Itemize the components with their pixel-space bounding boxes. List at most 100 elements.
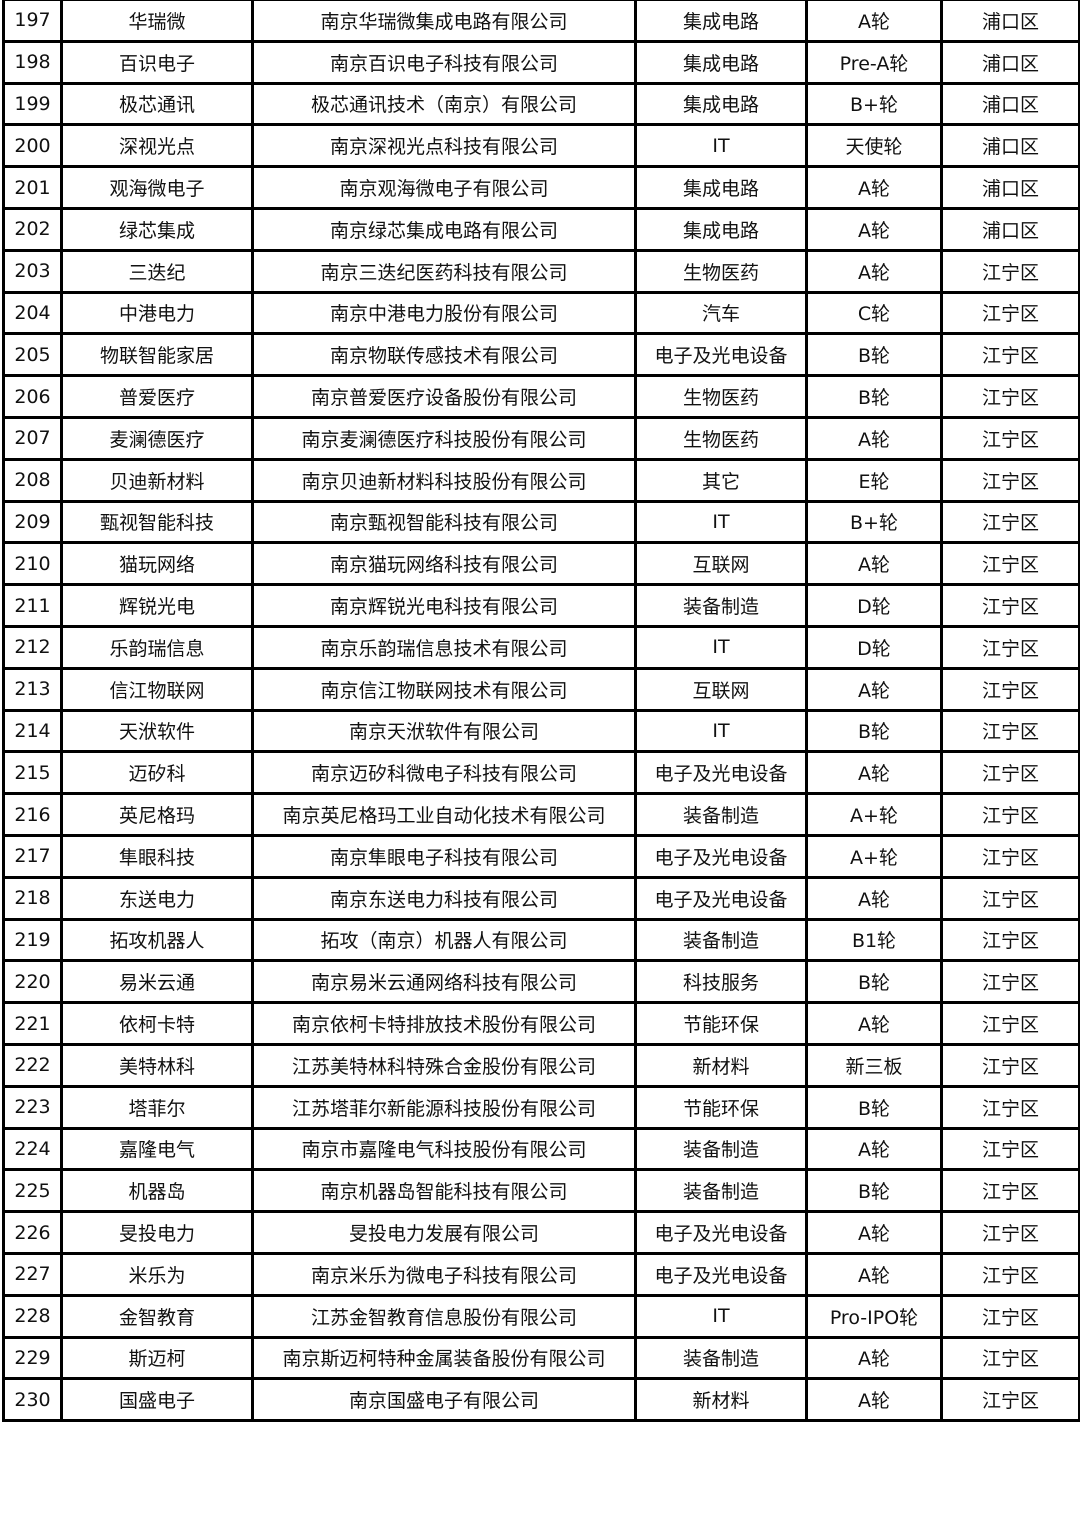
company-full-name-cell: 南京麦澜德医疗科技股份有限公司 [251, 415, 637, 461]
row-number-cell: 216 [2, 792, 63, 837]
company-short-name-cell: 华瑞微 [60, 0, 254, 43]
district-cell: 浦口区 [940, 81, 1080, 127]
company-short-name-cell: 三迭纪 [60, 248, 254, 294]
district-cell: 江宁区 [940, 1126, 1080, 1172]
district-cell: 江宁区 [940, 708, 1080, 754]
company-short-name-cell: 美特林科 [60, 1042, 254, 1088]
funding-round-cell: B轮 [805, 374, 943, 419]
industry-cell: 电子及光电设备 [634, 750, 808, 796]
company-short-name-cell: 物联智能家居 [60, 332, 254, 378]
table-row: 217 隼眼科技 南京隼眼电子科技有限公司 电子及光电设备 A+轮 江宁区 [2, 833, 1080, 879]
district-cell: 浦口区 [940, 206, 1080, 252]
district-cell: 浦口区 [940, 123, 1080, 169]
industry-cell: 电子及光电设备 [634, 875, 808, 921]
funding-round-cell: B轮 [805, 708, 943, 754]
row-number-cell: 215 [2, 750, 63, 796]
company-full-name-cell: 南京普爱医疗设备股份有限公司 [251, 374, 637, 419]
funding-round-cell: D轮 [805, 583, 943, 628]
industry-cell: 集成电路 [634, 206, 808, 252]
company-short-name-cell: 斯迈柯 [60, 1335, 254, 1381]
table-row: 210 猫玩网络 南京猫玩网络科技有限公司 互联网 A轮 江宁区 [2, 541, 1080, 587]
row-number-cell: 207 [2, 415, 63, 461]
company-full-name-cell: 南京英尼格玛工业自动化技术有限公司 [251, 792, 637, 837]
company-full-name-cell: 南京易米云通网络科技有限公司 [251, 959, 637, 1005]
industry-cell: IT [634, 499, 808, 545]
funding-round-cell: B轮 [805, 959, 943, 1005]
industry-cell: 电子及光电设备 [634, 332, 808, 378]
table-row: 204 中港电力 南京中港电力股份有限公司 汽车 C轮 江宁区 [2, 290, 1080, 336]
table-row: 222 美特林科 江苏美特林科特殊合金股份有限公司 新材料 新三板 江宁区 [2, 1042, 1080, 1088]
company-short-name-cell: 信江物联网 [60, 666, 254, 712]
funding-round-cell: B轮 [805, 1084, 943, 1130]
company-full-name-cell: 南京辉锐光电科技有限公司 [251, 583, 637, 628]
district-cell: 江宁区 [940, 666, 1080, 712]
row-number-cell: 227 [2, 1251, 63, 1297]
funding-round-cell: B轮 [805, 1168, 943, 1214]
table-row: 200 深视光点 南京深视光点科技有限公司 IT 天使轮 浦口区 [2, 123, 1080, 169]
company-short-name-cell: 嘉隆电气 [60, 1126, 254, 1172]
funding-round-cell: A轮 [805, 666, 943, 712]
row-number-cell: 210 [2, 541, 63, 587]
company-short-name-cell: 麦澜德医疗 [60, 415, 254, 461]
district-cell: 江宁区 [940, 917, 1080, 963]
row-number-cell: 229 [2, 1335, 63, 1381]
company-short-name-cell: 乐韵瑞信息 [60, 624, 254, 670]
table-row: 197 华瑞微 南京华瑞微集成电路有限公司 集成电路 A轮 浦口区 [2, 0, 1080, 43]
district-cell: 江宁区 [940, 875, 1080, 921]
company-short-name-cell: 中港电力 [60, 290, 254, 336]
company-short-name-cell: 迈矽科 [60, 750, 254, 796]
industry-cell: IT [634, 123, 808, 169]
row-number-cell: 208 [2, 457, 63, 503]
company-short-name-cell: 拓攻机器人 [60, 917, 254, 963]
company-full-name-cell: 南京依柯卡特排放技术股份有限公司 [251, 1001, 637, 1046]
industry-cell: 互联网 [634, 541, 808, 587]
industry-cell: 集成电路 [634, 165, 808, 210]
row-number-cell: 213 [2, 666, 63, 712]
table-row: 209 甄视智能科技 南京甄视智能科技有限公司 IT B+轮 江宁区 [2, 499, 1080, 545]
company-short-name-cell: 辉锐光电 [60, 583, 254, 628]
company-table: 197 华瑞微 南京华瑞微集成电路有限公司 集成电路 A轮 浦口区 198 百识电子 南京百识电… [2, 0, 1080, 1423]
funding-round-cell: A轮 [805, 248, 943, 294]
row-number-cell: 222 [2, 1042, 63, 1088]
industry-cell: 电子及光电设备 [634, 1251, 808, 1297]
table-row: 206 普爱医疗 南京普爱医疗设备股份有限公司 生物医药 B轮 江宁区 [2, 374, 1080, 419]
company-full-name-cell: 旻投电力发展有限公司 [251, 1210, 637, 1255]
industry-cell: 科技服务 [634, 959, 808, 1005]
row-number-cell: 205 [2, 332, 63, 378]
district-cell: 江宁区 [940, 1210, 1080, 1255]
industry-cell: 装备制造 [634, 1168, 808, 1214]
district-cell: 江宁区 [940, 457, 1080, 503]
table-row: 201 观海微电子 南京观海微电子有限公司 集成电路 A轮 浦口区 [2, 165, 1080, 210]
table-row: 205 物联智能家居 南京物联传感技术有限公司 电子及光电设备 B轮 江宁区 [2, 332, 1080, 378]
company-full-name-cell: 南京国盛电子有限公司 [251, 1377, 637, 1423]
company-full-name-cell: 南京信江物联网技术有限公司 [251, 666, 637, 712]
company-short-name-cell: 天洑软件 [60, 708, 254, 754]
industry-cell: 集成电路 [634, 81, 808, 127]
district-cell: 江宁区 [940, 1377, 1080, 1423]
company-full-name-cell: 南京中港电力股份有限公司 [251, 290, 637, 336]
row-number-cell: 212 [2, 624, 63, 670]
table-row: 211 辉锐光电 南京辉锐光电科技有限公司 装备制造 D轮 江宁区 [2, 583, 1080, 628]
industry-cell: 装备制造 [634, 1126, 808, 1172]
company-short-name-cell: 塔菲尔 [60, 1084, 254, 1130]
row-number-cell: 230 [2, 1377, 63, 1423]
table-row: 224 嘉隆电气 南京市嘉隆电气科技股份有限公司 装备制造 A轮 江宁区 [2, 1126, 1080, 1172]
funding-round-cell: C轮 [805, 290, 943, 336]
company-short-name-cell: 观海微电子 [60, 165, 254, 210]
funding-round-cell: B+轮 [805, 499, 943, 545]
company-full-name-cell: 极芯通讯技术（南京）有限公司 [251, 81, 637, 127]
company-full-name-cell: 拓攻（南京）机器人有限公司 [251, 917, 637, 963]
funding-round-cell: A轮 [805, 0, 943, 43]
company-short-name-cell: 东送电力 [60, 875, 254, 921]
district-cell: 江宁区 [940, 1042, 1080, 1088]
funding-round-cell: A轮 [805, 541, 943, 587]
funding-round-cell: A轮 [805, 1251, 943, 1297]
funding-round-cell: A轮 [805, 415, 943, 461]
company-table-body: 197 华瑞微 南京华瑞微集成电路有限公司 集成电路 A轮 浦口区 198 百识电子 南京百识电… [2, 0, 1080, 1423]
industry-cell: 装备制造 [634, 917, 808, 963]
company-full-name-cell: 南京米乐为微电子科技有限公司 [251, 1251, 637, 1297]
district-cell: 江宁区 [940, 1001, 1080, 1046]
company-short-name-cell: 百识电子 [60, 39, 254, 85]
table-row: 215 迈矽科 南京迈矽科微电子科技有限公司 电子及光电设备 A轮 江宁区 [2, 750, 1080, 796]
company-full-name-cell: 南京深视光点科技有限公司 [251, 123, 637, 169]
